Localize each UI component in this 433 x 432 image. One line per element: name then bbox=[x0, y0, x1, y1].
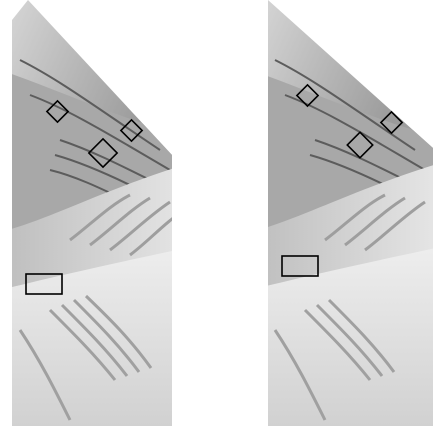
left-box-4 bbox=[25, 273, 63, 295]
right-box-4 bbox=[281, 255, 319, 277]
right-highlight-boxes bbox=[281, 83, 404, 277]
right-lower-terraces bbox=[273, 298, 396, 421]
left-box-1 bbox=[45, 99, 70, 124]
left-terrain-panel bbox=[12, 0, 172, 426]
right-box-3 bbox=[346, 131, 374, 159]
right-box-2 bbox=[379, 110, 404, 135]
left-box-2 bbox=[119, 118, 144, 143]
left-box-3 bbox=[87, 137, 119, 169]
left-light-band bbox=[12, 160, 172, 290]
right-light-band bbox=[268, 160, 433, 290]
left-highlight-boxes bbox=[25, 99, 144, 295]
right-band-stripes bbox=[324, 193, 426, 252]
left-lower-terraces bbox=[18, 294, 153, 421]
right-box-1 bbox=[295, 83, 320, 108]
right-terrain-panel bbox=[268, 0, 433, 426]
left-lower-area bbox=[12, 245, 172, 426]
left-band-stripes bbox=[69, 193, 172, 257]
left-ridge-lines bbox=[19, 59, 171, 201]
